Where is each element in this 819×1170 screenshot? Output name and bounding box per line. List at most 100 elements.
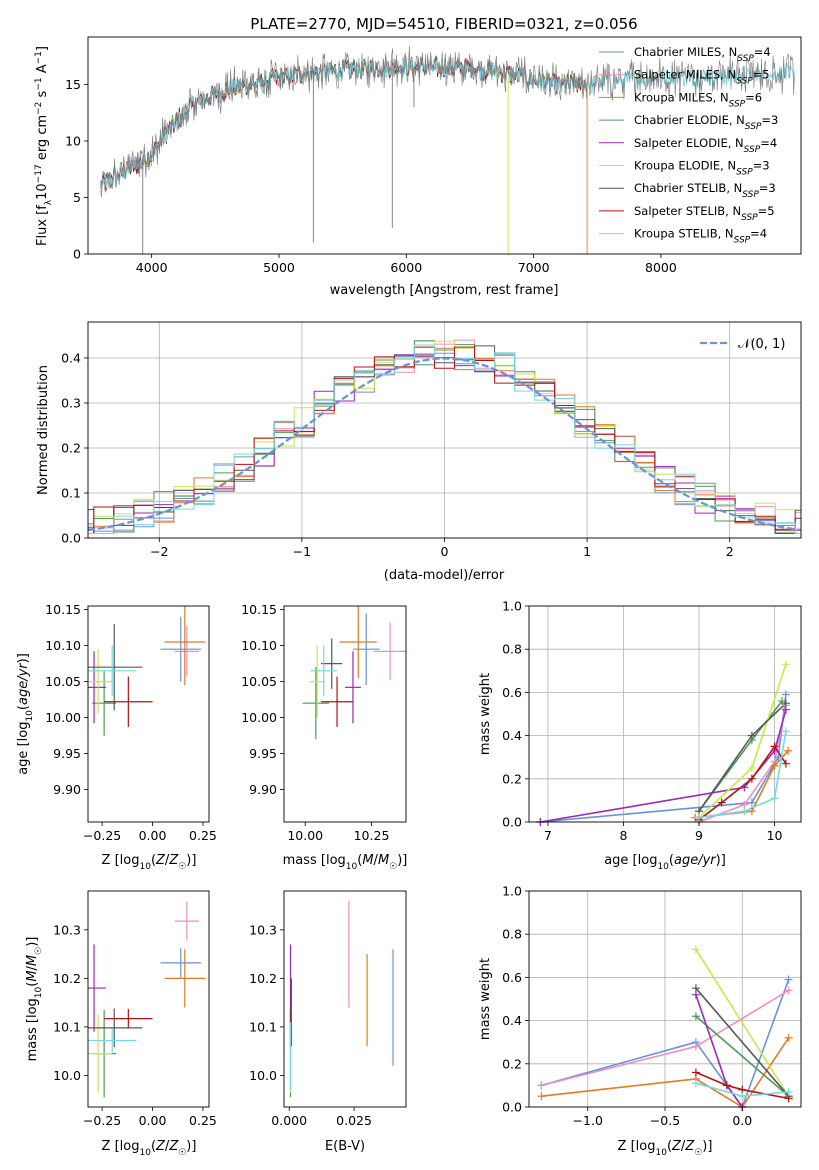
spectrum-frame — [87, 36, 802, 255]
weight-point-marker — [781, 759, 790, 768]
spectrum-axes: 4000 5000 6000 7000 8000 0 5 10 15 wavelength [An… — [34, 36, 802, 298]
residuals-axes: −2 −1 0 1 2 0.0 0.1 0.2 0.3 0.4 (data-model)/error… — [36, 321, 802, 583]
weight-point-marker — [747, 774, 756, 783]
weight-vs-age-frame — [528, 605, 802, 823]
age-vs-Z-x-label: Z [log10(Z/Z☉)] — [102, 853, 197, 872]
weight-vs-Z-axes: −1.0 −0.5 0.0 0.0 0.2 0.4 0.6 0.8 1.0 Z [log10(Z/… — [478, 884, 802, 1158]
weight-point-marker — [717, 798, 726, 807]
weight-point-marker — [740, 783, 749, 792]
legend-entry: 𝒩(0, 1) — [738, 337, 785, 352]
weight-point-marker — [781, 660, 790, 669]
weight-vs-Z-y-tick-label: 0.4 — [502, 1013, 522, 1028]
normal-curve — [88, 357, 801, 532]
residual-histogram-step — [88, 347, 801, 534]
mass-vs-EBV-x-tick-label: 0.025 — [336, 1113, 372, 1128]
weight-series-line — [695, 1015, 790, 1097]
legend-entry: Kroupa MILES, NSSP=6 — [634, 90, 762, 109]
spectrum-x-tick-label: 8000 — [645, 260, 677, 275]
weight-point-marker — [784, 975, 793, 984]
weight-series-line — [541, 1037, 790, 1107]
residuals-y-label: Normed distribution — [36, 365, 51, 495]
spectrum-y-tick-label: 0 — [73, 247, 81, 262]
weight-vs-age-y-label: mass weight — [478, 673, 493, 755]
mass-vs-Z-axes: −0.25 0.00 0.25 10.0 10.1 10.2 10.3 Z [log10(Z/… — [25, 890, 217, 1158]
age-vs-mass-x-tick-label: 10.00 — [287, 828, 323, 843]
mass-vs-EBV-x-label: E(B-V) — [325, 1139, 365, 1154]
mass-vs-EBV-frame — [283, 890, 407, 1108]
age-vs-Z-frame — [87, 605, 210, 823]
weight-vs-Z-y-tick-label: 1.0 — [502, 884, 522, 899]
weight-point-marker — [770, 742, 779, 751]
age-vs-mass-y-tick-label: 10.00 — [241, 710, 277, 725]
spectrum-y-tick-label: 15 — [65, 77, 81, 92]
weight-vs-age-x-tick-label: 8 — [619, 828, 627, 843]
residuals-y-tick-label: 0.3 — [61, 396, 81, 411]
age-vs-Z-x-tick-label: 0.25 — [189, 828, 217, 843]
residuals-x-tick-label: 0 — [441, 544, 449, 559]
weight-vs-Z-x-tick-label: −1.0 — [573, 1113, 603, 1128]
residuals-x-tick-label: −1 — [293, 544, 311, 559]
age-vs-Z-y-tick-label: 9.90 — [53, 782, 81, 797]
age-vs-mass-plot-area — [302, 606, 406, 740]
mass-vs-Z-y-tick-label: 10.3 — [53, 922, 81, 937]
spectrum-y-tick-label: 10 — [65, 133, 81, 148]
weight-vs-age-x-tick-label: 7 — [544, 828, 552, 843]
weight-vs-Z-x-label: Z [log10(Z/Z☉)] — [618, 1139, 713, 1158]
residual-histogram-step — [88, 340, 801, 534]
weight-point-marker — [747, 798, 756, 807]
age-vs-mass-y-tick-label: 9.95 — [249, 746, 277, 761]
residuals-y-tick-label: 0.2 — [61, 441, 81, 456]
residuals-x-tick-label: 2 — [726, 544, 734, 559]
age-vs-mass-y-tick-label: 10.05 — [241, 674, 277, 689]
weight-vs-Z-y-tick-label: 0.2 — [502, 1056, 522, 1071]
weight-point-marker — [784, 1033, 793, 1042]
weight-point-marker — [781, 690, 790, 699]
weight-vs-age-y-tick-label: 0.8 — [502, 642, 522, 657]
age-vs-mass-x-tick-label: 10.25 — [354, 828, 390, 843]
weight-point-marker — [740, 807, 749, 816]
residuals-x-tick-label: 1 — [583, 544, 591, 559]
legend-entry: Chabrier ELODIE, NSSP=3 — [634, 113, 778, 132]
spectrum-x-tick-label: 5000 — [263, 260, 295, 275]
age-vs-Z-y-tick-label: 10.10 — [45, 638, 81, 653]
mass-vs-Z-plot-area — [88, 901, 205, 1098]
mass-vs-EBV-x-tick-label: 0.000 — [271, 1113, 307, 1128]
weight-point-marker — [784, 1087, 793, 1096]
mass-vs-EBV-y-tick-label: 10.2 — [249, 971, 277, 986]
weight-vs-age-x-label: age [log10(age/yr)] — [604, 853, 726, 872]
weight-vs-age-x-tick-label: 10 — [767, 828, 783, 843]
weight-vs-age-y-tick-label: 0.4 — [502, 728, 522, 743]
residual-histogram-step — [88, 346, 801, 534]
weight-point-marker — [784, 986, 793, 995]
mass-vs-Z-y-tick-label: 10.0 — [53, 1068, 81, 1083]
spectrum-y-label: Flux [fλ10−17 erg cm−2 s−1 A−1] — [34, 46, 54, 246]
weight-point-marker — [691, 1079, 700, 1088]
weight-point-marker — [691, 1042, 700, 1051]
mass-vs-EBV-axes: 0.000 0.025 10.0 10.1 10.2 10.3 E(B-V) — [249, 890, 407, 1154]
age-vs-Z-y-tick-label: 10.00 — [45, 710, 81, 725]
weight-point-marker — [691, 1068, 700, 1077]
mass-vs-Z-x-label: Z [log10(Z/Z☉)] — [102, 1139, 197, 1158]
mass-vs-Z-x-tick-label: −0.25 — [83, 1113, 121, 1128]
figure-title: PLATE=2770, MJD=54510, FIBERID=0321, z=0… — [250, 15, 637, 33]
mass-vs-Z-y-label: mass [log10(M/M☉)] — [25, 937, 44, 1062]
age-vs-mass-y-tick-label: 9.90 — [249, 782, 277, 797]
spectrum-x-tick-label: 6000 — [390, 260, 422, 275]
age-vs-Z-y-tick-label: 10.05 — [45, 674, 81, 689]
age-vs-Z-axes: −0.25 0.00 0.25 9.90 9.95 10.00 10.05 10.10 10.1… — [16, 602, 217, 872]
weight-series-line — [541, 979, 790, 1107]
weight-vs-Z-y-tick-label: 0.8 — [502, 927, 522, 942]
weight-point-marker — [747, 731, 756, 740]
residuals-plot-area — [88, 322, 801, 538]
weight-vs-age-y-tick-label: 0.2 — [502, 771, 522, 786]
legend-entry: Kroupa STELIB, NSSP=4 — [634, 227, 767, 246]
age-vs-mass-y-tick-label: 10.10 — [241, 638, 277, 653]
legend-entry: Kroupa ELODIE, NSSP=3 — [634, 159, 770, 178]
weight-vs-Z-y-tick-label: 0.6 — [502, 970, 522, 985]
age-vs-Z-plot-area — [88, 606, 205, 736]
weight-point-marker — [784, 746, 793, 755]
legend-entry: Salpeter STELIB, NSSP=5 — [634, 204, 775, 223]
weight-vs-Z-y-label: mass weight — [478, 958, 493, 1040]
mass-vs-Z-x-tick-label: 0.00 — [139, 1113, 167, 1128]
